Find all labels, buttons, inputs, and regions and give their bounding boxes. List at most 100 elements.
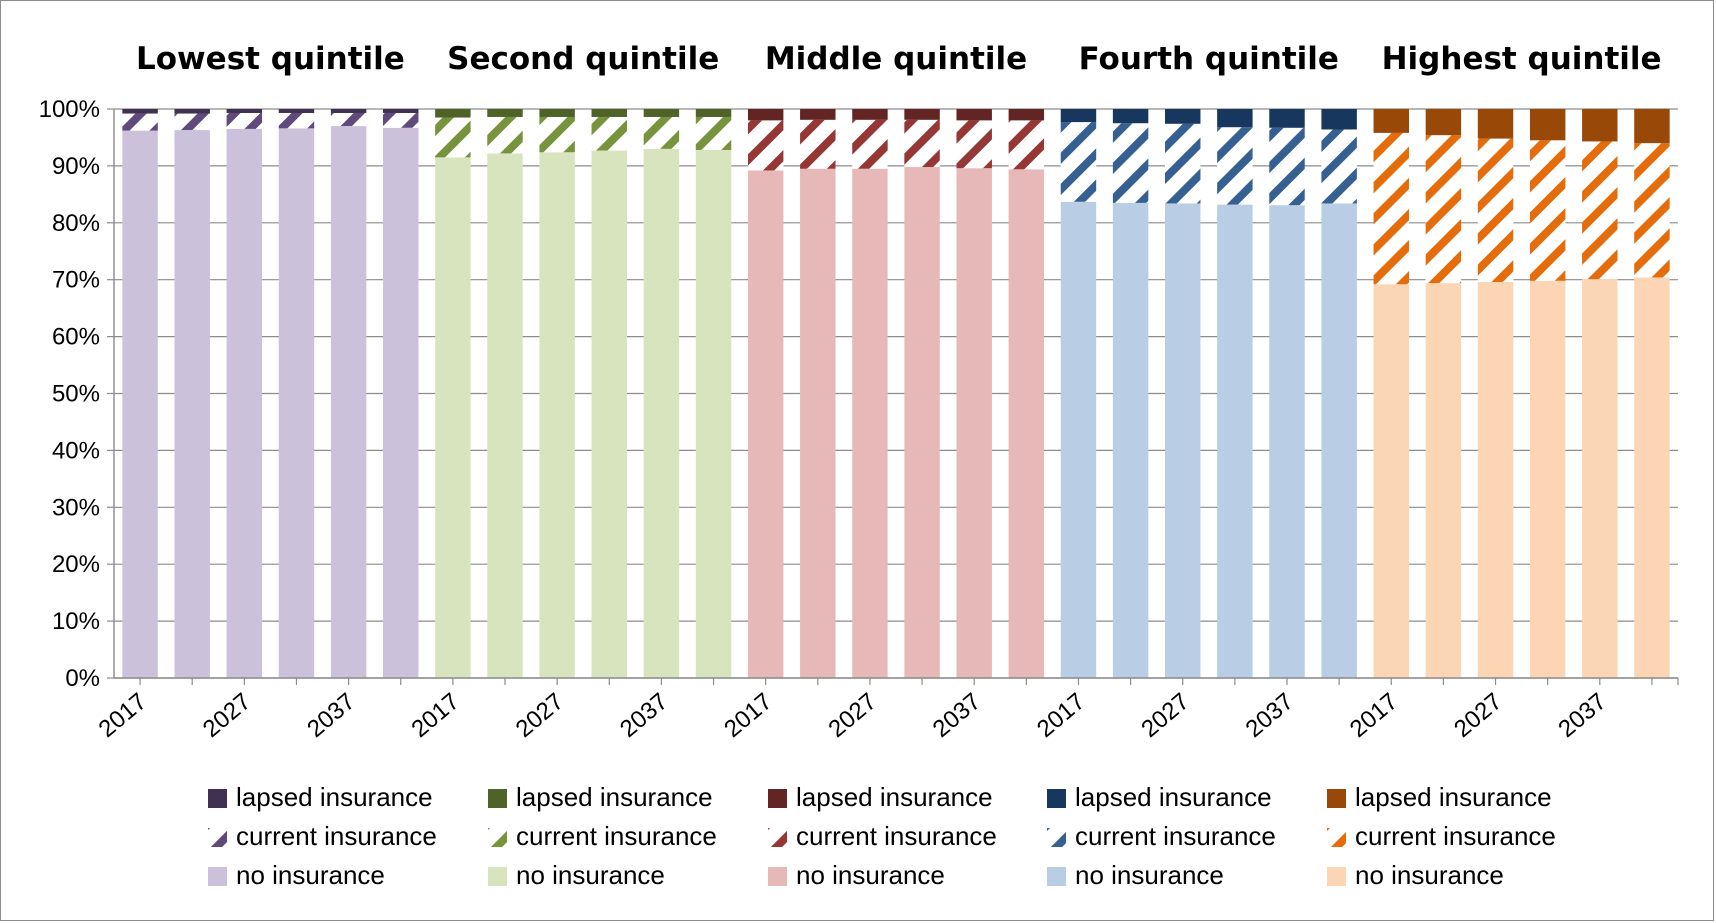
bar-lapsed-insurance <box>1165 109 1201 124</box>
x-tick-label: 2017 <box>406 688 464 743</box>
y-tick-label: 70% <box>52 267 100 294</box>
bar-current-insurance <box>330 112 367 127</box>
bar-lapsed-insurance <box>591 109 627 117</box>
y-tick-label: 40% <box>52 437 100 464</box>
bar-current-insurance <box>1112 123 1149 203</box>
legend-swatch <box>1327 867 1346 886</box>
bar-current-insurance <box>1321 129 1357 204</box>
y-tick-label: 80% <box>52 210 100 237</box>
bar-lapsed-insurance <box>1321 109 1357 130</box>
legend-label: lapsed insurance <box>796 782 993 812</box>
bars <box>122 109 1670 679</box>
x-tick-label: 2037 <box>1241 688 1299 743</box>
bar-current-insurance <box>174 113 210 131</box>
bar-no-insurance <box>800 168 836 678</box>
bar-no-insurance <box>1217 204 1253 679</box>
x-tick-label: 2017 <box>94 688 152 743</box>
bar-lapsed-insurance <box>1425 109 1462 136</box>
bar-current-insurance <box>122 113 158 131</box>
bar-no-insurance <box>1373 284 1409 678</box>
bar-no-insurance <box>1321 203 1357 679</box>
panel-title: Fourth quintile <box>1079 41 1339 77</box>
bar-current-insurance <box>1425 135 1462 284</box>
legend-label: lapsed insurance <box>236 782 433 812</box>
legend-label: current insurance <box>516 821 717 851</box>
bar-no-insurance <box>695 149 732 678</box>
legend-swatch <box>208 828 227 847</box>
bar-current-insurance <box>591 116 627 151</box>
y-tick-label: 100% <box>39 96 100 123</box>
bar-lapsed-insurance <box>174 109 210 114</box>
bar-lapsed-insurance <box>800 109 836 120</box>
bar-current-insurance <box>1634 143 1670 278</box>
bar-lapsed-insurance <box>1634 109 1670 144</box>
bar-no-insurance <box>122 130 158 678</box>
legend-swatch <box>208 789 227 808</box>
x-tick-label: 2037 <box>615 688 673 743</box>
legend-label: no insurance <box>796 860 945 890</box>
bar-lapsed-insurance <box>278 109 315 113</box>
bar-no-insurance <box>539 152 575 678</box>
bar-current-insurance <box>1008 120 1045 170</box>
bar-no-insurance <box>904 167 940 678</box>
bar-no-insurance <box>643 148 680 678</box>
bar-lapsed-insurance <box>1582 109 1618 142</box>
bar-lapsed-insurance <box>435 109 471 118</box>
x-tick-label: 2037 <box>1553 688 1611 743</box>
bar-current-insurance <box>1165 123 1201 204</box>
legend-label: lapsed insurance <box>1075 782 1272 812</box>
legend-label: current insurance <box>1075 821 1276 851</box>
legend-swatch <box>768 789 787 808</box>
bar-lapsed-insurance <box>1112 109 1149 124</box>
bar-current-insurance <box>695 116 732 150</box>
legend-swatch <box>1047 828 1066 847</box>
legend-swatch <box>1327 789 1346 808</box>
legend-label: current insurance <box>236 821 437 851</box>
y-tick-label: 90% <box>52 153 100 180</box>
x-tick-label: 2027 <box>198 688 256 743</box>
legend-label: current insurance <box>796 821 997 851</box>
bar-no-insurance <box>1112 202 1149 678</box>
bar-lapsed-insurance <box>956 109 992 121</box>
x-tick-label: 2027 <box>1136 688 1194 743</box>
y-tick-label: 60% <box>52 324 100 351</box>
panel-title: Highest quintile <box>1382 41 1662 77</box>
panel-titles: Lowest quintile Second quintile Middle qui… <box>136 41 1662 77</box>
bar-no-insurance <box>1582 279 1618 678</box>
bar-no-insurance <box>1165 203 1201 679</box>
y-tick-label: 10% <box>52 608 100 635</box>
legend-swatch <box>488 828 507 847</box>
bar-lapsed-insurance <box>487 109 523 117</box>
bar-current-insurance <box>1060 122 1097 202</box>
legend-label: current insurance <box>1355 821 1556 851</box>
bar-no-insurance <box>956 168 992 678</box>
panel-title: Lowest quintile <box>136 41 405 77</box>
bar-lapsed-insurance <box>226 109 263 113</box>
legend-label: no insurance <box>516 860 665 890</box>
bar-current-insurance <box>956 120 992 169</box>
legend-label: no insurance <box>236 860 385 890</box>
legend: lapsed insurance current insurance no insu… <box>208 782 1556 890</box>
x-tick-label: 2027 <box>824 688 882 743</box>
panel-title: Second quintile <box>447 41 719 77</box>
y-tick-label: 50% <box>52 381 100 408</box>
bar-no-insurance <box>747 170 784 678</box>
legend-swatch <box>208 867 227 886</box>
bar-lapsed-insurance <box>1529 109 1566 141</box>
x-tick-label: 2017 <box>1345 688 1403 743</box>
y-tick-label: 30% <box>52 494 100 521</box>
bar-lapsed-insurance <box>904 109 940 120</box>
bar-current-insurance <box>383 112 419 128</box>
bar-lapsed-insurance <box>1060 109 1097 123</box>
bar-no-insurance <box>1060 201 1097 678</box>
bar-lapsed-insurance <box>1008 109 1045 121</box>
bar-no-insurance <box>435 157 471 679</box>
bar-current-insurance <box>904 119 940 168</box>
bar-current-insurance <box>1217 127 1253 205</box>
x-tick-label: 2037 <box>302 688 360 743</box>
bar-lapsed-insurance <box>383 109 419 113</box>
bar-current-insurance <box>1477 138 1514 282</box>
bar-no-insurance <box>591 150 627 679</box>
legend-label: no insurance <box>1075 860 1224 890</box>
